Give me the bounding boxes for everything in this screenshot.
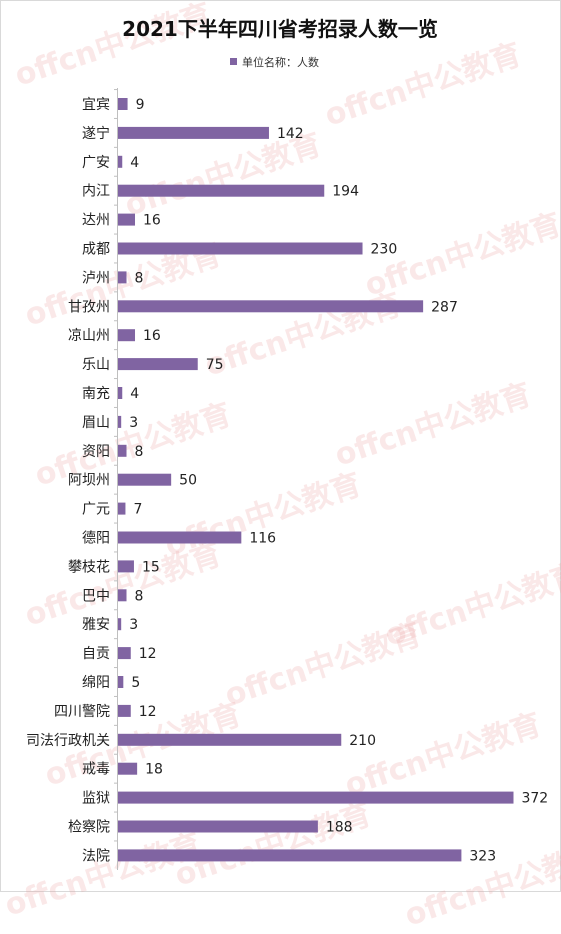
category-label: 内江 <box>82 184 110 200</box>
bar <box>118 560 134 573</box>
category-label: 资阳 <box>82 444 110 460</box>
bar <box>118 473 172 486</box>
data-label: 7 <box>133 502 142 518</box>
legend: 单位名称：人数 <box>230 55 319 69</box>
bar <box>118 762 138 775</box>
bar <box>118 329 136 342</box>
bar <box>118 820 318 833</box>
legend-label: 单位名称：人数 <box>242 55 319 69</box>
category-label: 甘孜州 <box>68 299 110 315</box>
category-label: 监狱 <box>82 791 110 807</box>
bar <box>118 184 325 197</box>
category-label: 泸州 <box>82 270 110 286</box>
category-label: 乐山 <box>82 357 110 373</box>
legend-swatch <box>230 58 237 65</box>
bar <box>118 98 128 110</box>
data-label: 16 <box>143 213 161 229</box>
category-label: 达州 <box>82 213 110 229</box>
data-label: 188 <box>326 820 353 836</box>
data-label: 8 <box>135 444 144 460</box>
category-label: 法院 <box>82 848 110 864</box>
data-label: 323 <box>469 848 496 864</box>
bar <box>118 300 424 313</box>
category-label: 绵阳 <box>82 674 110 691</box>
data-label: 15 <box>142 559 160 575</box>
data-label: 4 <box>130 155 139 171</box>
bar <box>118 213 136 226</box>
bar <box>118 733 342 746</box>
data-label: 116 <box>249 531 276 547</box>
bar <box>118 387 123 399</box>
data-label: 287 <box>431 299 458 315</box>
category-label: 遂宁 <box>82 125 110 142</box>
bar <box>118 358 198 371</box>
bar <box>118 155 123 168</box>
category-label: 南充 <box>82 386 110 402</box>
bar <box>118 502 126 515</box>
category-label: 德阳 <box>82 531 110 547</box>
bar-chart: 2021下半年四川省考招录人数一览 单位名称：人数 宜宾 9 遂宁 142 广安 4 内江 1… <box>26 17 548 870</box>
data-label: 3 <box>129 415 138 431</box>
bar <box>118 444 127 457</box>
category-label: 阿坝州 <box>68 473 110 489</box>
bar <box>118 704 131 717</box>
data-label: 75 <box>206 357 224 373</box>
category-label: 雅安 <box>82 617 110 633</box>
category-label: 攀枝花 <box>68 559 110 575</box>
category-label: 眉山 <box>82 415 110 431</box>
data-label: 372 <box>521 791 548 807</box>
bar <box>118 647 131 660</box>
data-label: 8 <box>135 588 144 604</box>
category-label: 检察院 <box>68 819 110 836</box>
data-label: 18 <box>145 762 163 778</box>
data-label: 3 <box>129 617 138 633</box>
chart-title: 2021下半年四川省考招录人数一览 <box>122 17 438 41</box>
bar <box>118 791 514 804</box>
bar <box>118 849 462 862</box>
data-label: 4 <box>130 386 139 402</box>
category-label: 四川警院 <box>54 704 110 720</box>
category-label: 司法行政机关 <box>26 733 110 749</box>
category-label: 自贡 <box>82 646 110 662</box>
data-label: 16 <box>143 328 161 344</box>
bar <box>118 676 124 688</box>
data-label: 8 <box>135 270 144 286</box>
bars: 宜宾 9 遂宁 142 广安 4 内江 194 达州 16 成都 230 泸州 8 甘孜州 287 凉山州 16 乐… <box>26 89 548 864</box>
data-label: 50 <box>179 473 197 489</box>
bar <box>118 415 122 428</box>
data-label: 12 <box>139 646 157 662</box>
bar <box>118 242 363 255</box>
data-label: 9 <box>136 97 145 113</box>
data-label: 210 <box>349 733 376 749</box>
category-label: 巴中 <box>82 588 110 604</box>
category-label: 戒毒 <box>82 762 110 778</box>
data-label: 12 <box>139 704 157 720</box>
bar <box>118 531 242 544</box>
category-label: 成都 <box>82 242 110 258</box>
category-label: 广元 <box>82 502 110 518</box>
bar <box>118 589 127 602</box>
category-label: 广安 <box>82 155 110 171</box>
bar <box>118 126 269 139</box>
bar <box>118 271 127 284</box>
data-label: 142 <box>277 126 304 142</box>
data-label: 5 <box>131 675 140 691</box>
category-label: 凉山州 <box>68 328 110 344</box>
data-label: 194 <box>332 184 359 200</box>
bar <box>118 618 122 631</box>
data-label: 230 <box>371 242 398 258</box>
category-label: 宜宾 <box>82 97 110 113</box>
